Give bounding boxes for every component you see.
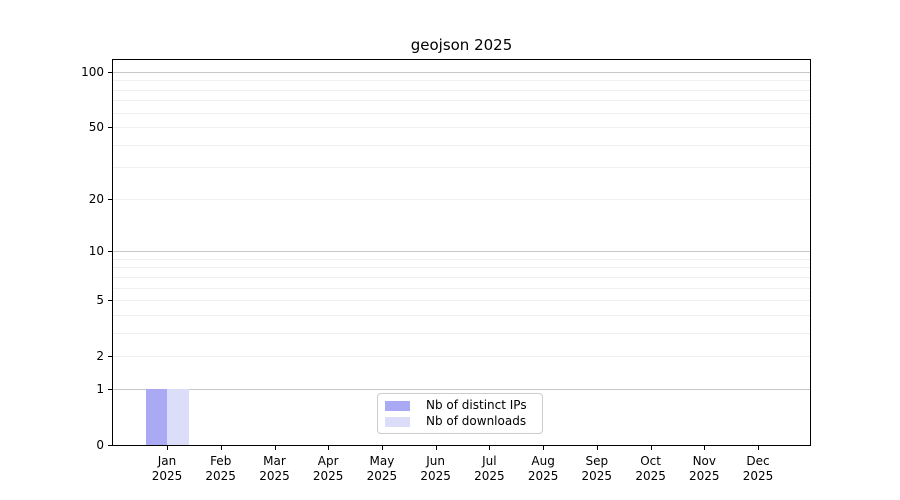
x-tick-label: Mar 2025: [259, 454, 290, 483]
bar-nb-of-downloads-jan: [167, 389, 189, 445]
y-tick-mark: [108, 71, 113, 73]
gridline-minor: [113, 287, 810, 289]
x-tick-label: Jun 2025: [420, 454, 451, 483]
y-tick-mark: [108, 251, 113, 253]
legend-swatch-distinct-ips: [385, 400, 410, 411]
y-tick-label: 5: [96, 293, 104, 308]
x-tick-mark: [220, 446, 222, 450]
legend-item-distinct-ips: Nb of distinct IPs: [385, 398, 534, 413]
legend-label-downloads: Nb of downloads: [426, 414, 527, 428]
legend: Nb of distinct IPs Nb of downloads: [377, 393, 543, 434]
plot-area: [112, 59, 811, 446]
x-tick-label: Apr 2025: [312, 454, 344, 483]
y-tick-label: 100: [81, 64, 104, 79]
y-tick-mark: [108, 356, 113, 358]
x-tick-label: Jul 2025: [474, 454, 505, 483]
x-tick-mark: [381, 446, 383, 450]
x-tick-label: May 2025: [366, 454, 398, 483]
x-tick-mark: [596, 446, 598, 450]
x-tick-label: Nov 2025: [689, 454, 720, 483]
gridline-minor: [113, 332, 810, 334]
y-tick-mark: [108, 127, 113, 129]
bar-nb-of-distinct-ips-jan: [145, 389, 167, 445]
legend-item-downloads: Nb of downloads: [385, 414, 534, 429]
x-tick-label: Feb 2025: [205, 454, 236, 483]
chart-title: geojson 2025: [410, 36, 513, 54]
gridline-minor: [113, 80, 810, 82]
x-tick-label: Jan 2025: [151, 454, 183, 483]
gridline-major: [113, 251, 810, 253]
gridline-minor: [113, 100, 810, 102]
gridline-minor: [113, 127, 810, 129]
gridline-minor: [113, 167, 810, 169]
gridline-minor: [113, 89, 810, 91]
gridline-minor: [113, 258, 810, 260]
x-tick-mark: [758, 446, 759, 450]
y-tick-label: 50: [88, 120, 104, 135]
x-tick-mark: [274, 446, 276, 450]
y-tick-mark: [108, 198, 113, 200]
y-tick-label: 1: [96, 382, 104, 396]
gridline-minor: [113, 356, 810, 358]
y-tick-label: 2: [96, 349, 104, 364]
gridline-minor: [113, 314, 810, 316]
legend-swatch-downloads: [385, 416, 410, 427]
x-tick-label: Sep 2025: [581, 454, 613, 483]
y-tick-mark: [108, 389, 113, 390]
y-tick-label: 20: [88, 191, 104, 206]
y-tick-label: 10: [88, 244, 104, 259]
gridline-major: [113, 71, 810, 73]
x-tick-mark: [167, 446, 168, 450]
gridline-minor: [113, 112, 810, 114]
y-tick-label: 0: [96, 438, 104, 452]
gridline-minor: [113, 276, 810, 278]
gridline-minor: [113, 267, 810, 269]
x-tick-mark: [704, 446, 706, 450]
x-tick-mark: [650, 446, 652, 450]
gridline-minor: [113, 300, 810, 302]
legend-label-distinct-ips: Nb of distinct IPs: [426, 398, 527, 412]
gridline-minor: [113, 198, 810, 200]
x-tick-mark: [543, 446, 545, 450]
x-tick-label: Dec 2025: [742, 454, 774, 483]
y-tick-mark: [108, 445, 113, 446]
x-tick-label: Aug 2025: [527, 454, 559, 483]
gridline-minor: [113, 144, 810, 146]
x-tick-mark: [328, 446, 330, 450]
x-tick-mark: [435, 446, 437, 450]
x-tick-mark: [489, 446, 491, 450]
x-tick-label: Oct 2025: [635, 454, 666, 483]
y-tick-mark: [108, 300, 113, 302]
gridline-major: [113, 389, 810, 390]
